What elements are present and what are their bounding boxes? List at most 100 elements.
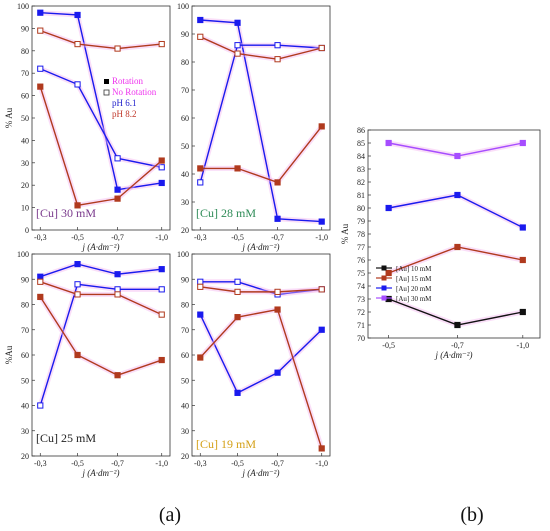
x-axis-label: j (A·dm⁻²) [82, 242, 120, 252]
data-point [274, 369, 281, 376]
data-point [234, 19, 241, 26]
data-point [234, 278, 241, 285]
series-line [199, 314, 323, 394]
y-tick-label: 80 [181, 58, 189, 67]
series-line [40, 263, 162, 278]
data-point [234, 288, 241, 295]
series-line [39, 296, 162, 376]
data-point [197, 179, 204, 186]
y-tick-label: 80 [181, 301, 189, 310]
data-point [158, 266, 165, 273]
data-point [197, 165, 204, 172]
y-tick-label: 81 [357, 191, 365, 200]
series-line [40, 281, 163, 316]
y-tick-label: 40 [21, 402, 29, 411]
y-tick-label: 90 [21, 24, 29, 33]
data-point [37, 27, 44, 34]
legend-label: Rotation [112, 76, 143, 86]
y-tick-label: 100 [17, 250, 29, 259]
data-point [37, 9, 44, 16]
chart-panel-a2: 20 30 40 50 60 70 80 90 100 -0,3 -0,5 -0,7 -1,0 j (A·… [177, 2, 331, 252]
y-tick-label: 10 [21, 204, 29, 213]
series--au-30-mm [385, 139, 526, 160]
data-point [37, 273, 44, 280]
series-3 [37, 293, 165, 379]
x-tick-label: -0,5 [231, 233, 244, 242]
data-point [197, 33, 204, 40]
y-tick-label: 60 [21, 351, 29, 360]
series--au-20-mm [385, 191, 526, 231]
data-point [74, 351, 81, 359]
data-point [158, 286, 165, 293]
data-point [519, 256, 526, 264]
y-tick-label: 70 [21, 326, 29, 335]
y-tick-label: 74 [357, 282, 365, 291]
data-point [114, 186, 121, 193]
data-point [37, 83, 44, 90]
data-point [37, 402, 44, 409]
y-tick-label: 83 [357, 165, 365, 174]
legend-label: [Au] 15 mM [396, 275, 432, 283]
data-point [385, 204, 392, 212]
series-3 [197, 306, 325, 452]
y-tick-label: 100 [177, 2, 189, 11]
y-tick-label: 80 [357, 204, 365, 213]
data-point [158, 179, 165, 187]
y-tick-label: 30 [181, 198, 189, 207]
data-point [318, 286, 325, 293]
series-line [200, 19, 322, 223]
x-tick-label: -0,5 [382, 341, 395, 350]
legend-marker [104, 79, 109, 84]
y-tick-label: 79 [357, 217, 365, 226]
data-point [74, 281, 81, 288]
y-tick-label: 0 [25, 226, 29, 235]
data-point [385, 269, 392, 277]
y-tick-label: 90 [181, 275, 189, 284]
panel-annotation: [Cu] 19 mM [196, 437, 256, 451]
x-axis-label: j (A·dm⁻²) [435, 350, 473, 360]
x-tick-label: -0,5 [71, 233, 84, 242]
x-tick-label: -0,5 [71, 459, 84, 468]
series-line [200, 286, 322, 293]
x-tick-label: -1,0 [315, 459, 328, 468]
y-tick-label: 40 [21, 136, 29, 145]
data-point [114, 372, 121, 379]
data-point [74, 202, 81, 209]
y-axis-label: % Au [4, 107, 14, 128]
y-axis-label: %Au [4, 345, 14, 364]
y-axis-label: % Au [340, 223, 350, 244]
y-tick-label: 30 [21, 159, 29, 168]
data-point [234, 389, 241, 396]
y-tick-label: 73 [357, 295, 365, 304]
data-point [37, 278, 44, 285]
series-line [39, 283, 162, 406]
y-tick-label: 77 [357, 243, 365, 252]
caption-b: (b) [460, 504, 483, 526]
legend-marker [103, 89, 110, 96]
data-point [74, 81, 81, 88]
series-line [40, 68, 162, 168]
data-point [318, 123, 325, 130]
data-point [158, 40, 165, 48]
x-tick-label: -0,3 [34, 233, 47, 242]
x-tick-label: -1,0 [315, 233, 328, 242]
x-tick-label: -1,0 [155, 459, 168, 468]
x-axis-label: j (A·dm⁻²) [242, 468, 280, 478]
data-point [274, 56, 281, 63]
y-tick-label: 90 [21, 275, 29, 284]
data-point [318, 218, 325, 225]
x-tick-label: -0,7 [111, 233, 124, 242]
y-tick-label: 70 [357, 334, 365, 343]
chart-panel-a4: 20 30 40 50 60 70 80 90 100 -0,3 -0,5 -0,7 -1,0 j (A·… [177, 250, 331, 478]
data-point [454, 321, 461, 329]
y-tick-label: 20 [181, 226, 189, 235]
data-point [114, 45, 121, 52]
legend-marker [381, 275, 387, 281]
series-2 [197, 283, 325, 295]
y-tick-label: 70 [21, 69, 29, 78]
data-point [197, 311, 204, 318]
y-tick-label: 40 [181, 170, 189, 179]
y-tick-label: 90 [181, 30, 189, 39]
y-tick-label: 60 [181, 351, 189, 360]
